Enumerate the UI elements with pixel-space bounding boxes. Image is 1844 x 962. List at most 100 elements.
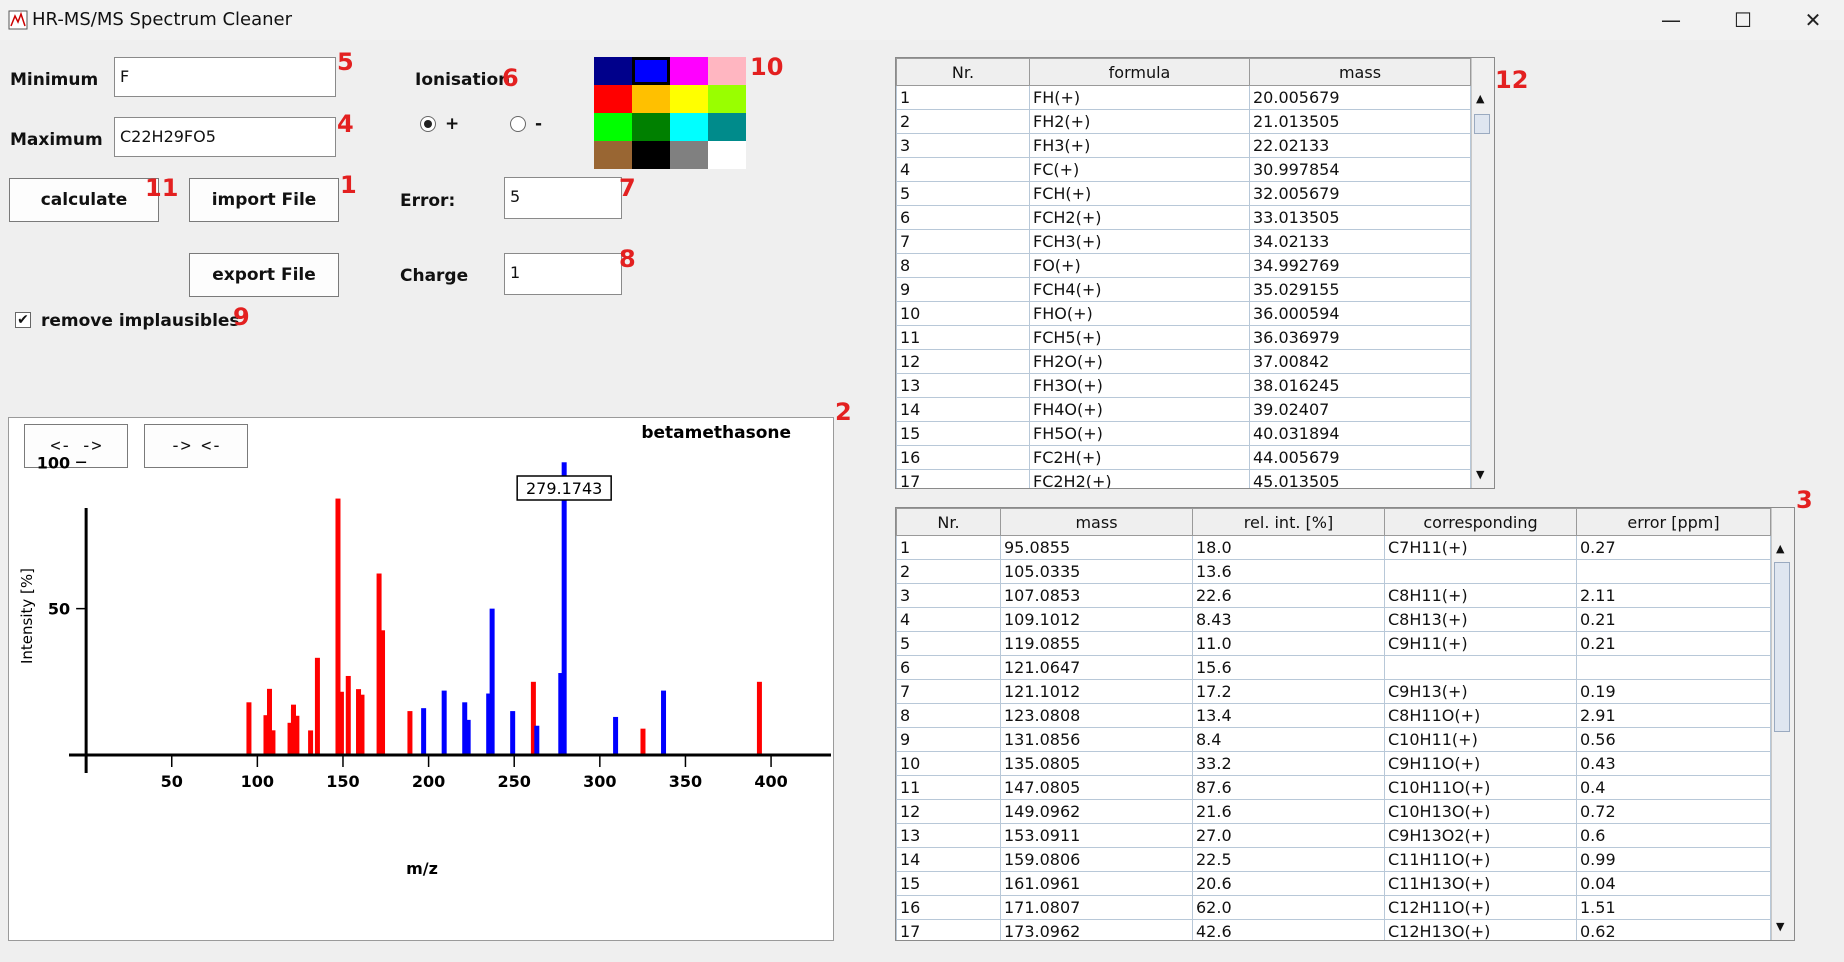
table-row[interactable]: 7 FCH3(+) 34.02133	[896, 229, 1471, 254]
ionisation-plus-radio[interactable]	[420, 116, 436, 132]
table-cell[interactable]: 0.62	[1576, 919, 1771, 940]
table-cell[interactable]: FH3O(+)	[1029, 373, 1250, 398]
table-cell[interactable]: 36.036979	[1249, 325, 1471, 350]
peak-column-header[interactable]: error [ppm]	[1576, 508, 1771, 536]
table-cell[interactable]: FH3(+)	[1029, 133, 1250, 158]
table-row[interactable]: 15 FH5O(+) 40.031894	[896, 421, 1471, 446]
table-row[interactable]: 8 FO(+) 34.992769	[896, 253, 1471, 278]
table-cell[interactable]: 2.91	[1576, 703, 1771, 728]
table-cell[interactable]: FCH5(+)	[1029, 325, 1250, 350]
formula-column-header[interactable]: mass	[1249, 58, 1471, 86]
table-cell[interactable]: C12H11O(+)	[1384, 895, 1577, 920]
table-cell[interactable]: 17	[896, 919, 1001, 940]
peak-column-header[interactable]: corresponding	[1384, 508, 1577, 536]
table-row[interactable]: 16 171.0807 62.0 C12H11O(+) 1.51	[896, 895, 1771, 920]
table-cell[interactable]: C8H11O(+)	[1384, 703, 1577, 728]
close-button[interactable]: ✕	[1804, 8, 1822, 32]
table-cell[interactable]: 1	[896, 85, 1030, 110]
table-row[interactable]: 12 149.0962 21.6 C10H13O(+) 0.72	[896, 799, 1771, 824]
table-cell[interactable]: 159.0806	[1000, 847, 1193, 872]
table-cell[interactable]: C11H13O(+)	[1384, 871, 1577, 896]
table-cell[interactable]: 4	[896, 607, 1001, 632]
color-swatch[interactable]	[632, 85, 670, 113]
table-cell[interactable]: 0.43	[1576, 751, 1771, 776]
peak-column-header[interactable]: rel. int. [%]	[1192, 508, 1385, 536]
table-cell[interactable]: 153.0911	[1000, 823, 1193, 848]
table-cell[interactable]: 0.21	[1576, 631, 1771, 656]
table-cell[interactable]: 40.031894	[1249, 421, 1471, 446]
table-cell[interactable]: 5	[896, 181, 1030, 206]
table-cell[interactable]: 17	[896, 469, 1030, 488]
table-cell[interactable]: 7	[896, 229, 1030, 254]
table-cell[interactable]: 39.02407	[1249, 397, 1471, 422]
table-cell[interactable]: 22.5	[1192, 847, 1385, 872]
table-row[interactable]: 6 FCH2(+) 33.013505	[896, 205, 1471, 230]
table-cell[interactable]: FC2H(+)	[1029, 445, 1250, 470]
table-cell[interactable]: 36.000594	[1249, 301, 1471, 326]
color-swatch[interactable]	[594, 57, 632, 85]
table-cell[interactable]: 131.0856	[1000, 727, 1193, 752]
table-cell[interactable]: 3	[896, 133, 1030, 158]
color-swatch[interactable]	[632, 113, 670, 141]
table-cell[interactable]	[1576, 655, 1771, 680]
table-cell[interactable]: 12	[896, 349, 1030, 374]
table-cell[interactable]: 3	[896, 583, 1001, 608]
table-cell[interactable]: 161.0961	[1000, 871, 1193, 896]
table-cell[interactable]: 105.0335	[1000, 559, 1193, 584]
table-cell[interactable]: 1.51	[1576, 895, 1771, 920]
table-row[interactable]: 17 173.0962 42.6 C12H13O(+) 0.62	[896, 919, 1771, 940]
table-cell[interactable]: 8	[896, 253, 1030, 278]
maximize-button[interactable]: ☐	[1734, 8, 1752, 32]
table-cell[interactable]: 9	[896, 727, 1001, 752]
peak-column-header[interactable]: Nr.	[896, 508, 1001, 536]
table-cell[interactable]: 12	[896, 799, 1001, 824]
table-cell[interactable]: FH(+)	[1029, 85, 1250, 110]
table-cell[interactable]: 0.21	[1576, 607, 1771, 632]
table-cell[interactable]: 21.6	[1192, 799, 1385, 824]
table-cell[interactable]: 20.6	[1192, 871, 1385, 896]
table-row[interactable]: 10 135.0805 33.2 C9H11O(+) 0.43	[896, 751, 1771, 776]
table-cell[interactable]: 4	[896, 157, 1030, 182]
table-cell[interactable]: FCH(+)	[1029, 181, 1250, 206]
table-cell[interactable]: 33.2	[1192, 751, 1385, 776]
table-row[interactable]: 4 FC(+) 30.997854	[896, 157, 1471, 182]
table-row[interactable]: 12 FH2O(+) 37.00842	[896, 349, 1471, 374]
table-cell[interactable]: 27.0	[1192, 823, 1385, 848]
table-cell[interactable]: 107.0853	[1000, 583, 1193, 608]
table-cell[interactable]: 33.013505	[1249, 205, 1471, 230]
table-row[interactable]: 1 95.0855 18.0 C7H11(+) 0.27	[896, 535, 1771, 560]
color-swatch[interactable]	[708, 57, 746, 85]
zoom-out-button[interactable]: <- ->	[24, 424, 128, 468]
formula-column-header[interactable]: Nr.	[896, 58, 1030, 86]
table-cell[interactable]: C9H13O2(+)	[1384, 823, 1577, 848]
table-cell[interactable]: 2.11	[1576, 583, 1771, 608]
table-row[interactable]: 17 FC2H2(+) 45.013505	[896, 469, 1471, 488]
peak-column-header[interactable]: mass	[1000, 508, 1193, 536]
table-cell[interactable]: 18.0	[1192, 535, 1385, 560]
table-row[interactable]: 7 121.1012 17.2 C9H13(+) 0.19	[896, 679, 1771, 704]
peak-scroll-thumb[interactable]	[1774, 562, 1790, 732]
table-cell[interactable]: 1	[896, 535, 1001, 560]
table-cell[interactable]: 37.00842	[1249, 349, 1471, 374]
table-cell[interactable]: FCH3(+)	[1029, 229, 1250, 254]
remove-implausibles-checkbox[interactable]: ✔	[15, 312, 31, 328]
scroll-down-icon[interactable]: ▼	[1476, 468, 1485, 481]
table-cell[interactable]: 87.6	[1192, 775, 1385, 800]
table-cell[interactable]: 147.0805	[1000, 775, 1193, 800]
table-cell[interactable]: FCH4(+)	[1029, 277, 1250, 302]
table-cell[interactable]: C11H11O(+)	[1384, 847, 1577, 872]
import-file-button[interactable]: import File	[189, 178, 339, 222]
table-cell[interactable]: 22.6	[1192, 583, 1385, 608]
export-file-button[interactable]: export File	[189, 253, 339, 297]
table-cell[interactable]: C10H11O(+)	[1384, 775, 1577, 800]
table-cell[interactable]: 13	[896, 823, 1001, 848]
table-cell[interactable]: 15	[896, 871, 1001, 896]
table-cell[interactable]: 38.016245	[1249, 373, 1471, 398]
table-cell[interactable]: 135.0805	[1000, 751, 1193, 776]
table-cell[interactable]: 13	[896, 373, 1030, 398]
table-cell[interactable]: 173.0962	[1000, 919, 1193, 940]
table-cell[interactable]: 20.005679	[1249, 85, 1471, 110]
color-swatch[interactable]	[632, 57, 670, 85]
table-row[interactable]: 14 FH4O(+) 39.02407	[896, 397, 1471, 422]
table-cell[interactable]: C10H11(+)	[1384, 727, 1577, 752]
